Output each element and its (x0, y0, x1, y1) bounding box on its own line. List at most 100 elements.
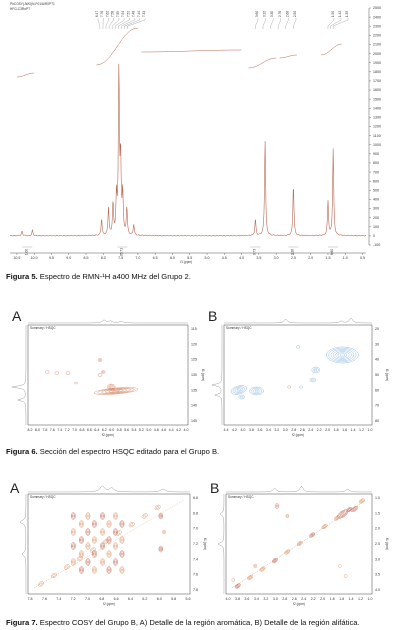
contour-ring (70, 558, 76, 566)
x-tick-label: 4.4 (224, 428, 229, 432)
ppm-left-label: 6.17 (95, 11, 99, 17)
x-tick-label: 1.5 (325, 256, 330, 260)
contour-ring (101, 530, 104, 534)
contour-ring (92, 521, 97, 527)
contour-ring (92, 536, 97, 544)
x-tick-label: 5.8 (117, 428, 122, 432)
contour-ring (86, 529, 90, 535)
contour-ring (106, 566, 112, 574)
y-tick-label: 7.6 (193, 573, 198, 577)
y-tick-label: 400 (373, 198, 379, 202)
contour-ring (337, 352, 348, 358)
x-tick-label: 6.6 (87, 428, 92, 432)
contour-ring (72, 544, 75, 548)
x-tick-label: 9.0 (66, 256, 71, 260)
x-tick-label: 4.8 (154, 428, 159, 432)
contour-ring (79, 566, 84, 574)
contour-ring (93, 568, 96, 572)
contour-ring (286, 514, 289, 518)
x-tick-label: 7.2 (65, 428, 70, 432)
y-tick-label: 1.0 (375, 496, 380, 500)
contour-ring (120, 537, 124, 543)
x-axis-label: f1 (ppm) (180, 260, 192, 264)
contour-ring (159, 514, 162, 518)
spectrum-trace (9, 63, 367, 237)
x-tick-label: 6.8 (80, 428, 85, 432)
contour-ring (98, 359, 102, 361)
x-tick-label: 7.5 (118, 256, 123, 260)
contour-ring (130, 523, 134, 526)
x-tick-label: 5.8 (171, 597, 176, 601)
x-tick-label: 4.4 (169, 428, 174, 432)
contour-ring (100, 559, 105, 565)
x-tick-label: 2.2 (311, 597, 316, 601)
x-tick-label: 8.5 (84, 256, 89, 260)
contour-ring (321, 524, 328, 529)
x-tick-label: 7.2 (71, 597, 76, 601)
ppm-right-b-fan-line (333, 18, 349, 29)
contour-ring (102, 538, 109, 545)
x-tick-label: 0.5 (360, 256, 365, 260)
figure-6-caption-text: Sección del espectro HSQC editado para e… (37, 447, 220, 456)
contour-ring (351, 506, 357, 512)
contour-ring (113, 558, 118, 566)
x-tick-label: 1.2 (358, 597, 363, 601)
contour-ring (39, 582, 43, 586)
contour-ring (38, 581, 44, 587)
y-tick-label: 6.6 (193, 496, 198, 500)
contour-ring (74, 381, 78, 385)
y-tick-label: 200 (373, 216, 379, 220)
contour-ring (322, 524, 327, 529)
contour-ring (113, 528, 118, 536)
ppm-right-a-label: 3.30 (270, 11, 274, 17)
y-tick-label: 3.5 (375, 573, 380, 577)
figure-7-caption-text: Espectro COSY del Grupo B, A) Detalle de… (37, 618, 360, 627)
contour-ring (231, 578, 235, 582)
contour-ring (238, 394, 245, 400)
contour-ring (104, 389, 128, 393)
contour-ring (119, 566, 125, 574)
y-tick-label: 1400 (373, 106, 381, 110)
y-axis-label: f1 (ppm) (385, 369, 389, 381)
contour-ring (358, 498, 365, 504)
contour-ring (338, 564, 342, 568)
contour-ring (159, 547, 162, 551)
x-tick-label: 5.2 (139, 428, 144, 432)
contour-ring (71, 543, 76, 549)
ppm-right-b-label: 1.42 (338, 11, 342, 17)
contour-ring (106, 520, 112, 528)
x-tick-label: 3.0 (273, 597, 278, 601)
x-tick-label: 4.2 (232, 428, 237, 432)
contour-ring (85, 512, 91, 520)
contour-ring (120, 567, 124, 573)
ppm-left-label: 7.52 (126, 11, 130, 17)
contour-ring (100, 529, 105, 535)
contour-ring (120, 551, 124, 557)
contour-ring (87, 530, 89, 534)
contour-ring (106, 536, 112, 544)
integral-value: 1.00 (24, 249, 28, 255)
x-tick-label: 10.5 (13, 256, 20, 260)
y-tick-label: 1700 (373, 79, 381, 83)
contour-ring (70, 542, 76, 550)
ppm-left-label: 7.32 (142, 11, 146, 17)
ppm-left-fan-line (108, 18, 114, 29)
x-tick-label: 4.0 (240, 428, 245, 432)
contour-ring (359, 499, 364, 503)
y-tick-label: 40 (375, 358, 379, 362)
contour-ring (328, 347, 357, 363)
x-tick-label: 3.4 (266, 428, 271, 432)
x-tick-label: 1.8 (330, 597, 335, 601)
contour-ring (54, 371, 59, 375)
contour-ring (108, 384, 115, 390)
integral-value: 8.60 (330, 249, 334, 255)
contour-ring (143, 514, 147, 518)
y-axis-label: f1 (ppm) (385, 538, 389, 550)
contour-ring (113, 513, 118, 519)
ppm-left-label: 7.76 (100, 11, 104, 17)
x-tick-label: 3.5 (256, 256, 261, 260)
contour-ring (119, 520, 125, 528)
contour-ring (70, 528, 76, 536)
contour-ring (108, 552, 110, 556)
figure-5-caption: Figura 5. Espectro de RMN-¹H a400 MHz de… (6, 272, 191, 281)
